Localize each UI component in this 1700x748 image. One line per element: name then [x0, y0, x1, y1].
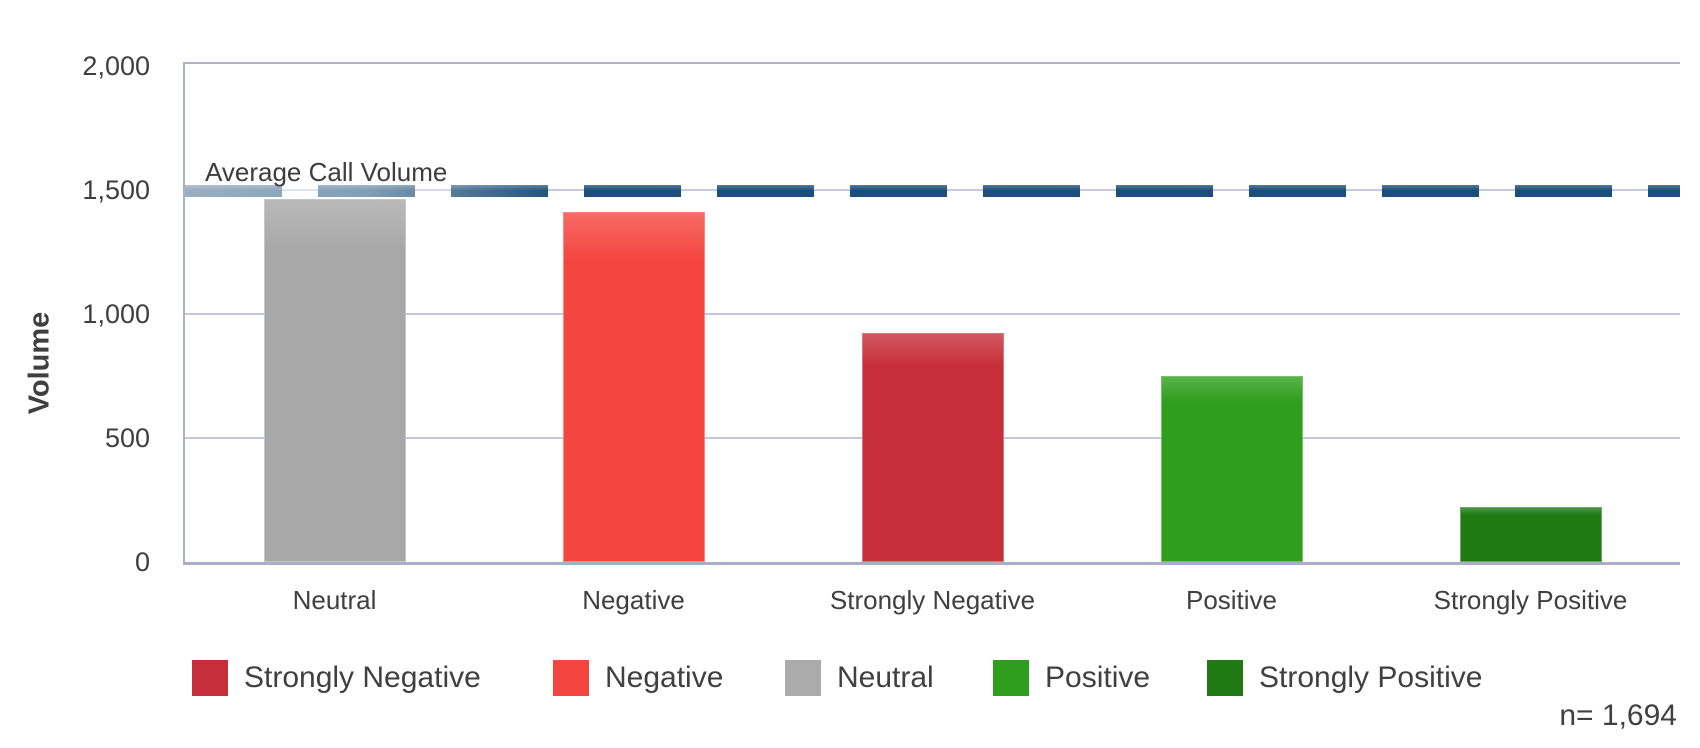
bar-strongly-positive[interactable]: [1459, 507, 1602, 562]
legend-item-strongly-negative[interactable]: Strongly Negative: [192, 659, 481, 697]
legend-swatch-strongly-negative: [192, 660, 228, 696]
x-axis-label-strongly-negative: Strongly Negative: [829, 585, 1036, 615]
legend-label: Neutral: [837, 661, 934, 694]
legend-label: Strongly Negative: [244, 661, 481, 694]
bar-positive[interactable]: [1160, 376, 1303, 562]
legend-item-neutral[interactable]: Neutral: [785, 659, 934, 697]
y-tick-label: 2,000: [82, 51, 150, 81]
legend-label: Strongly Positive: [1259, 661, 1483, 694]
x-axis-label-negative: Negative: [582, 585, 685, 615]
legend-swatch-neutral: [785, 660, 821, 696]
legend-item-strongly-positive[interactable]: Strongly Positive: [1207, 659, 1482, 697]
gridline-1000: [185, 313, 1680, 315]
x-axis-label-strongly-positive: Strongly Positive: [1433, 585, 1628, 615]
y-tick-label: 0: [134, 547, 150, 577]
legend-swatch-strongly-positive: [1207, 660, 1243, 696]
legend-label: Positive: [1045, 661, 1151, 694]
legend-swatch-positive: [993, 660, 1029, 696]
average-line: [185, 185, 1680, 197]
bar-neutral[interactable]: [263, 198, 406, 562]
y-tick-label: 1,000: [82, 299, 150, 329]
legend-label: Negative: [605, 661, 724, 694]
legend-swatch-negative: [553, 660, 589, 696]
x-axis-label-positive: Positive: [1185, 585, 1278, 615]
sample-size: n= 1,694: [1559, 699, 1677, 732]
average-line-label: Average Call Volume: [205, 157, 448, 187]
plot-area: Average Call Volume: [183, 62, 1680, 565]
y-tick-label: 1,500: [82, 175, 150, 205]
y-tick-label: 500: [104, 423, 150, 453]
legend-item-negative[interactable]: Negative: [553, 659, 723, 697]
x-axis-label-neutral: Neutral: [292, 585, 377, 615]
legend-item-positive[interactable]: Positive: [993, 659, 1150, 697]
bar-strongly-negative[interactable]: [861, 332, 1004, 562]
average-line-fade: [185, 185, 1680, 197]
bar-negative[interactable]: [562, 212, 705, 562]
